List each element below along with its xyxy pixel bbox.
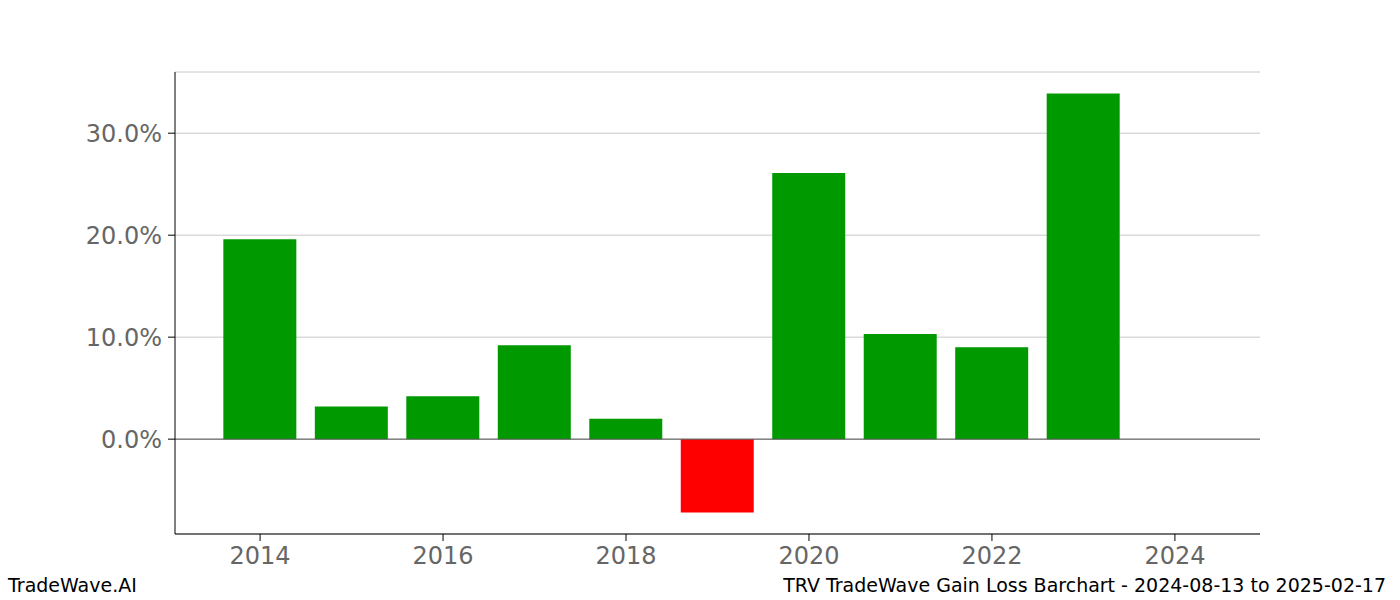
svg-text:2016: 2016 — [413, 542, 474, 570]
svg-text:0.0%: 0.0% — [101, 426, 162, 454]
svg-text:20.0%: 20.0% — [86, 222, 162, 250]
svg-text:10.0%: 10.0% — [86, 324, 162, 352]
svg-text:2024: 2024 — [1144, 542, 1205, 570]
svg-text:2020: 2020 — [778, 542, 839, 570]
svg-text:2022: 2022 — [961, 542, 1022, 570]
svg-text:2014: 2014 — [230, 542, 291, 570]
html-text:TRV TradeWave Gain Loss Barcha: TRV TradeWave Gain Loss Barchart - 2024-… — [783, 574, 1386, 596]
svg-text:30.0%: 30.0% — [86, 120, 162, 148]
svg-text:2018: 2018 — [595, 542, 656, 570]
html-text:TradeWave.AI: TradeWave.AI — [8, 574, 137, 596]
